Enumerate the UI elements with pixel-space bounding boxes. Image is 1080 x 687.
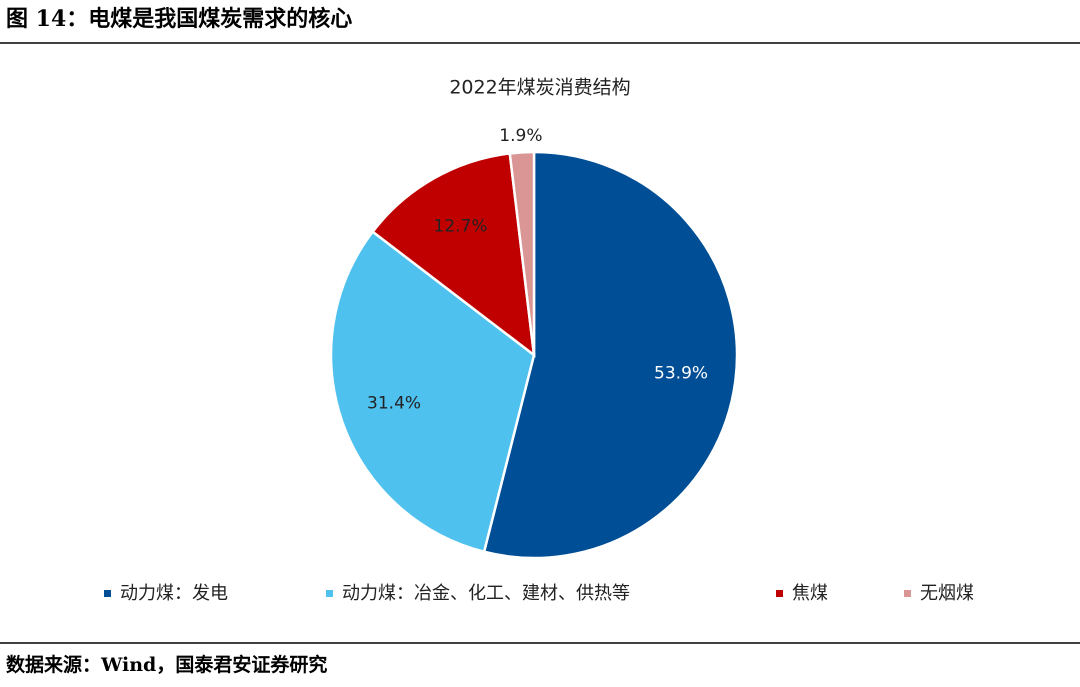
data-label: 12.7% xyxy=(434,216,488,236)
legend-label: 无烟煤 xyxy=(920,583,974,604)
pie: 53.9% 31.4% 12.7% 1.9% xyxy=(329,126,739,560)
source-note: 数据来源：Wind，国泰君安证券研究 xyxy=(6,653,327,676)
data-label: 1.9% xyxy=(499,126,542,146)
pie-slice xyxy=(370,152,536,358)
pie-slice xyxy=(508,150,536,356)
legend-swatch xyxy=(326,590,333,597)
legend-label: 焦煤 xyxy=(792,583,828,604)
legend-swatch xyxy=(776,590,783,597)
legend-label: 动力煤：冶金、化工、建材、供热等 xyxy=(342,583,630,604)
legend-swatch xyxy=(904,590,911,597)
legend-swatch xyxy=(104,590,111,597)
pie-slice xyxy=(329,229,536,554)
figure-title: 图 14：电煤是我国煤炭需求的核心 xyxy=(6,6,352,32)
pie-slice xyxy=(482,150,739,560)
legend: 动力煤：发电 动力煤：冶金、化工、建材、供热等 焦煤 无烟煤 xyxy=(104,583,974,604)
chart-title: 2022年煤炭消费结构 xyxy=(449,77,630,99)
legend-label: 动力煤：发电 xyxy=(120,583,228,604)
data-label: 53.9% xyxy=(654,363,708,383)
data-label: 31.4% xyxy=(367,394,421,414)
